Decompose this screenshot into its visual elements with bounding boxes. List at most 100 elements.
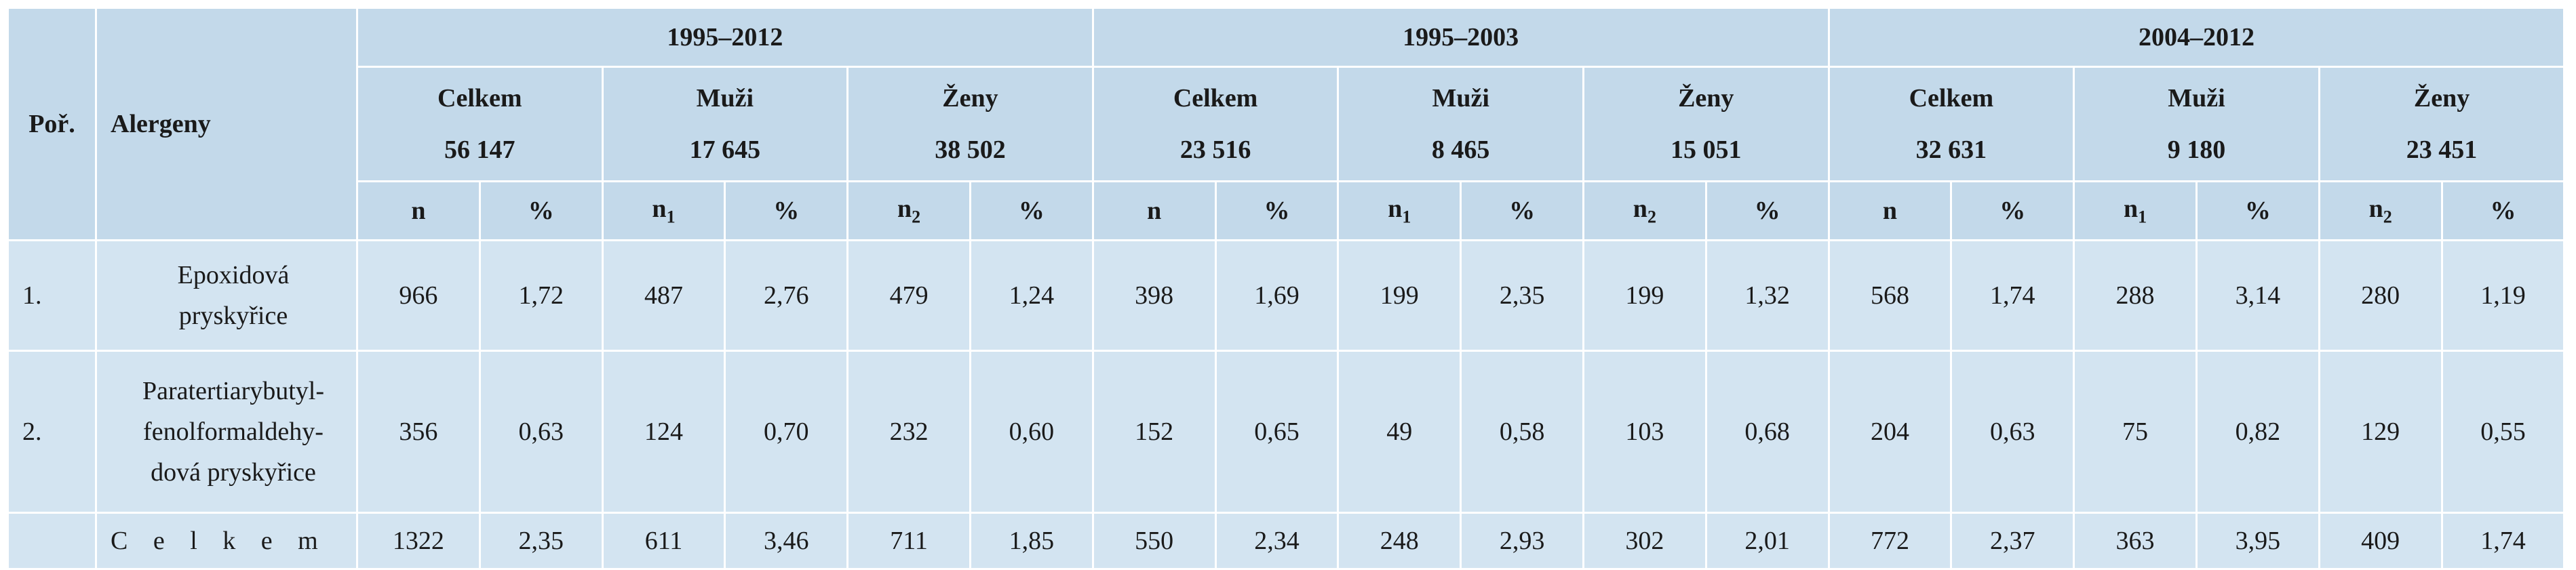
allergen-name-line: pryskyřice (178, 302, 288, 330)
header-n-subscript: 1 (666, 207, 676, 227)
header-group-label: Celkem (1909, 84, 1994, 113)
header-n-label: n (2123, 195, 2139, 224)
header-group: Ženy 15 051 (1582, 66, 1830, 182)
header-group-count: 38 502 (935, 136, 1006, 164)
header-group-label: Muži (1432, 84, 1489, 113)
header-n: n (356, 180, 481, 241)
total-count: 772 (1827, 512, 1953, 570)
header-group: Muži 17 645 (601, 66, 849, 182)
cell-count: 199 (1582, 239, 1707, 352)
header-group-count: 32 631 (1915, 136, 1987, 164)
header-n: n1 (2073, 180, 2198, 241)
header-period-2: 1995–2003 (1091, 7, 1830, 68)
cell-percent: 1,69 (1214, 239, 1340, 352)
header-n-label: n (897, 195, 912, 224)
cell-count: 487 (601, 239, 726, 352)
allergen-name-line: fenolformaldehy- (143, 418, 324, 446)
header-group-count: 23 516 (1179, 136, 1251, 164)
cell-count: 103 (1582, 350, 1707, 514)
total-empty-cell (7, 512, 97, 570)
header-n: n (1091, 180, 1217, 241)
allergen-name-line: dová pryskyřice (151, 458, 316, 487)
header-group-count: 9 180 (2167, 136, 2226, 164)
header-group: Muži 8 465 (1337, 66, 1584, 182)
header-row-periods: Poř. Alergeny 1995–2012 1995–2003 2004–2… (7, 7, 2566, 241)
cell-percent: 0,58 (1460, 350, 1584, 514)
cell-percent: 0,63 (478, 350, 604, 514)
total-percent: 3,46 (724, 512, 849, 570)
header-group-count: 15 051 (1671, 136, 1742, 164)
cell-percent: 0,65 (1214, 350, 1340, 514)
row-number: 2. (7, 350, 97, 514)
cell-count: 479 (846, 239, 971, 352)
header-group: Ženy 23 451 (2318, 66, 2566, 182)
cell-count: 966 (356, 239, 481, 352)
header-n-subscript: 2 (912, 207, 921, 227)
header-group-label: Celkem (1173, 84, 1258, 113)
header-percent: % (478, 180, 604, 241)
allergen-name-line: Paratertiarybutyl- (142, 377, 324, 405)
header-alergeny: Alergeny (95, 7, 358, 241)
header-n-label: n (1147, 197, 1162, 225)
header-group-count: 56 147 (444, 136, 515, 164)
allergen-table: Poř. Alergeny 1995–2012 1995–2003 2004–2… (7, 7, 2566, 570)
cell-count: 568 (1827, 239, 1953, 352)
total-count: 611 (601, 512, 726, 570)
header-n-label: n (652, 195, 667, 224)
header-por: Poř. (7, 7, 97, 241)
cell-percent: 0,68 (1704, 350, 1830, 514)
total-percent: 2,37 (1950, 512, 2075, 570)
header-n: n2 (2318, 180, 2443, 241)
total-count: 550 (1091, 512, 1217, 570)
header-n-subscript: 2 (2383, 207, 2392, 227)
cell-percent: 2,76 (724, 239, 849, 352)
cell-percent: 0,82 (2195, 350, 2320, 514)
header-group: Celkem 56 147 (356, 66, 604, 182)
header-group: Celkem 32 631 (1827, 66, 2075, 182)
table-row: 1. Epoxidová pryskyřice 966 1,72 487 2,76 479 1,… (7, 239, 2566, 352)
cell-percent: 1,24 (969, 239, 1094, 352)
header-group-label: Muži (2168, 84, 2225, 113)
allergen-name-line: Epoxidová (177, 261, 290, 289)
allergen-name: Epoxidová pryskyřice (95, 239, 358, 352)
cell-percent: 0,63 (1950, 350, 2075, 514)
header-n: n2 (1582, 180, 1707, 241)
cell-count: 288 (2073, 239, 2198, 352)
header-n: n2 (846, 180, 971, 241)
cell-count: 129 (2318, 350, 2443, 514)
header-n: n1 (1337, 180, 1462, 241)
header-row-groups: Celkem 56 147 Muži 17 645 Ženy 38 502 Celkem 23… (8, 66, 2566, 182)
header-period-3: 2004–2012 (1827, 7, 2566, 68)
cell-count: 232 (846, 350, 971, 514)
total-row: C e l k e m 1322 2,35 611 3,46 711 1,85 550 2,34… (7, 512, 2566, 570)
total-count: 302 (1582, 512, 1707, 570)
header-group-label: Ženy (2413, 84, 2470, 113)
header-group: Muži 9 180 (2073, 66, 2320, 182)
cell-percent: 1,74 (1950, 239, 2075, 352)
header-group-label: Celkem (437, 84, 522, 113)
cell-count: 356 (356, 350, 481, 514)
cell-percent: 0,60 (969, 350, 1094, 514)
cell-count: 152 (1091, 350, 1217, 514)
total-count: 1322 (356, 512, 481, 570)
header-n-subscript: 2 (1647, 207, 1656, 227)
cell-count: 75 (2073, 350, 2198, 514)
total-count: 248 (1337, 512, 1462, 570)
total-count: 711 (846, 512, 971, 570)
cell-count: 204 (1827, 350, 1953, 514)
header-group-count: 8 465 (1431, 136, 1490, 164)
header-group: Celkem 23 516 (1091, 66, 1340, 182)
cell-count: 398 (1091, 239, 1217, 352)
header-percent: % (1214, 180, 1340, 241)
total-label: C e l k e m (95, 512, 358, 570)
cell-count: 199 (1337, 239, 1462, 352)
header-n-label: n (2368, 195, 2383, 224)
header-percent: % (724, 180, 849, 241)
cell-count: 124 (601, 350, 726, 514)
header-percent: % (1704, 180, 1830, 241)
header-n-label: n (1633, 195, 1647, 224)
total-percent: 2,93 (1460, 512, 1584, 570)
header-group-label: Muži (696, 84, 754, 113)
header-group-label: Ženy (1678, 84, 1734, 113)
header-group: Ženy 38 502 (846, 66, 1094, 182)
